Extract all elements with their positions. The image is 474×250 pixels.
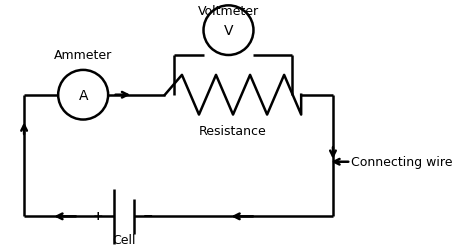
Ellipse shape — [58, 70, 108, 120]
Text: Connecting wire: Connecting wire — [351, 156, 453, 168]
Text: A: A — [78, 88, 88, 102]
Text: +: + — [93, 209, 103, 222]
Text: Resistance: Resistance — [199, 125, 267, 138]
Text: Voltmeter: Voltmeter — [198, 5, 259, 18]
Text: Cell: Cell — [112, 233, 136, 246]
Text: −: − — [142, 209, 153, 222]
Text: V: V — [224, 24, 233, 38]
Text: Ammeter: Ammeter — [54, 49, 112, 62]
Ellipse shape — [203, 6, 254, 56]
